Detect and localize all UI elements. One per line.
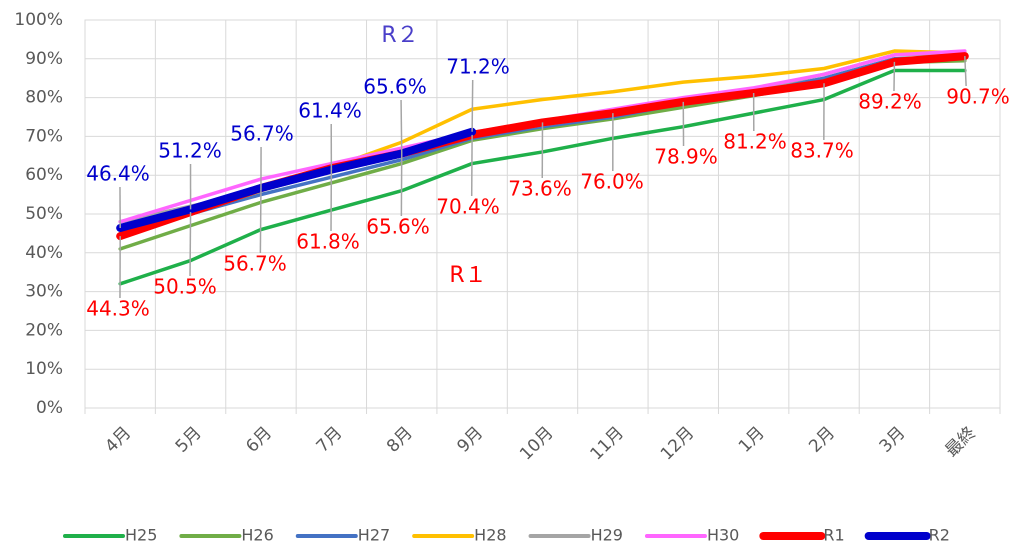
annotation: R１ <box>449 263 486 288</box>
legend-label: H27 <box>358 526 390 545</box>
x-tick-label: 5月 <box>172 423 206 457</box>
x-tick-label: 2月 <box>805 423 839 457</box>
data-label: 81.2% <box>723 130 787 154</box>
legend-label: R2 <box>929 526 950 545</box>
data-label: 70.4% <box>436 195 500 219</box>
x-tick-label: 9月 <box>453 423 487 457</box>
legend-label: H29 <box>591 526 623 545</box>
y-tick-label: 30% <box>25 282 63 302</box>
data-label: 46.4% <box>86 162 150 186</box>
leader-line <box>400 99 403 154</box>
y-tick-label: 70% <box>25 126 63 146</box>
y-tick-label: 60% <box>25 165 63 185</box>
legend-label: H30 <box>707 526 739 545</box>
y-tick-label: 80% <box>25 88 63 108</box>
legend-label: R1 <box>823 526 844 545</box>
data-label: 65.6% <box>366 215 430 239</box>
data-label: 65.6% <box>363 75 427 99</box>
legend-label: H25 <box>125 526 157 545</box>
y-tick-label: 40% <box>25 243 63 263</box>
leader-line <box>259 187 262 254</box>
leader-line <box>189 212 192 277</box>
x-tick-label: 1月 <box>735 423 769 457</box>
data-label: 61.8% <box>296 230 360 254</box>
y-tick-label: 20% <box>25 320 63 340</box>
data-label: 73.6% <box>508 177 572 201</box>
y-tick-label: 90% <box>25 49 63 69</box>
y-tick-label: 50% <box>25 204 63 224</box>
x-tick-label: 11月 <box>586 423 627 464</box>
annotation: R２ <box>381 23 418 48</box>
x-tick-label: 8月 <box>383 423 417 457</box>
data-label: 76.0% <box>580 170 644 194</box>
leader-line <box>471 79 474 132</box>
series-line <box>116 127 477 232</box>
data-label: 56.7% <box>223 252 287 276</box>
data-label: 78.9% <box>654 145 718 169</box>
leader-line <box>964 56 967 87</box>
data-label: 83.7% <box>790 139 854 163</box>
legend-label: H28 <box>474 526 506 545</box>
data-label: 50.5% <box>153 275 217 299</box>
y-tick-label: 100% <box>14 10 63 30</box>
data-label: 44.3% <box>86 297 150 321</box>
data-label: 90.7% <box>946 85 1010 109</box>
x-tick-label: 4月 <box>101 423 135 457</box>
x-tick-label: 12月 <box>657 423 698 464</box>
data-label: 89.2% <box>858 90 922 114</box>
x-tick-label: 10月 <box>516 423 557 464</box>
y-tick-label: 10% <box>25 359 63 379</box>
x-tick-label: 最終 <box>942 423 980 461</box>
y-tick-label: 0% <box>36 398 63 418</box>
legend-label: H26 <box>241 526 273 545</box>
data-label: 61.4% <box>298 99 362 123</box>
data-label: 71.2% <box>446 55 510 79</box>
data-label: 56.7% <box>230 122 294 146</box>
x-tick-label: 3月 <box>876 423 910 457</box>
x-tick-label: 6月 <box>242 423 276 457</box>
x-tick-label: 7月 <box>313 423 347 457</box>
data-label: 51.2% <box>158 139 222 163</box>
